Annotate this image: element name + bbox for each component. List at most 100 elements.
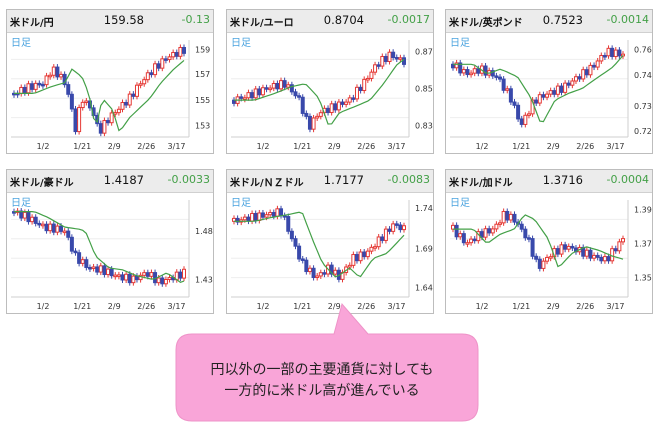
candle-body xyxy=(315,275,320,279)
y-tick-label: 155 xyxy=(195,96,210,105)
pair-name: 米ドル/豪ドル xyxy=(10,178,74,189)
candle-body xyxy=(458,233,463,238)
candle-body xyxy=(537,94,542,104)
x-tick-label: 2/26 xyxy=(357,302,375,311)
candle-body xyxy=(508,88,513,103)
candle-body xyxy=(545,93,550,98)
price-chart: 1.48 1.43 1/2 1/21 2/9 2/26 3/17 xyxy=(11,200,213,311)
candle-body xyxy=(394,223,399,226)
candle-body xyxy=(526,237,531,240)
candle-body xyxy=(239,96,244,99)
candle-body xyxy=(235,217,240,223)
candle-body xyxy=(98,123,103,134)
callout-line-1: 円以外の一部の主要通貨に対しても xyxy=(210,362,434,378)
candle-body xyxy=(602,55,607,58)
candle-body xyxy=(461,233,466,244)
pair-name: 米ドル/ユーロ xyxy=(230,18,294,29)
chart-panel-usdjpy[interactable]: 米ドル/円 159.58 -0.13 日足 159 157 155 153 1/2 1/2… xyxy=(6,9,214,154)
candle-body xyxy=(387,51,392,62)
candle-body xyxy=(242,97,247,100)
candle-body xyxy=(523,228,528,239)
chart-panel-usdaud[interactable]: 米ドル/豪ドル 1.4187 -0.0033 日足 1.48 1.43 1/2 1/2… xyxy=(6,169,214,314)
panel-header: 米ドル/豪ドル 1.4187 -0.0033 xyxy=(7,170,213,193)
candle-body xyxy=(250,92,255,99)
x-tick-label: 1/21 xyxy=(73,142,91,151)
candle-body xyxy=(351,254,356,266)
candle-body xyxy=(548,90,553,95)
candle-body xyxy=(149,72,154,76)
candle-body xyxy=(315,115,320,119)
candle-body xyxy=(163,278,168,285)
candle-body xyxy=(595,60,600,68)
candle-body xyxy=(163,58,168,61)
candle-body xyxy=(116,108,121,114)
y-tick-label: 1.64 xyxy=(415,283,433,292)
pair-price: 159.58 xyxy=(103,13,144,27)
candle-body xyxy=(617,241,622,252)
y-tick-label: 0.73 xyxy=(634,102,652,111)
candle-body xyxy=(271,212,276,217)
candle-body xyxy=(329,264,334,275)
x-tick-label: 2/26 xyxy=(576,302,594,311)
candle-body xyxy=(26,211,31,223)
chart-panel-usdnzd[interactable]: 米ドル/ＮＺドル 1.7177 -0.0083 日足 1.74 1.69 1.64 1… xyxy=(226,169,434,314)
timeframe-label: 日足 xyxy=(450,198,470,209)
candle-body xyxy=(307,115,312,130)
candle-body xyxy=(131,93,136,97)
timeframe-label: 日足 xyxy=(231,198,251,209)
chart-panel-usdeur[interactable]: 米ドル/ユーロ 0.8704 -0.0017 日足 0.87 0.85 0.83 1/… xyxy=(226,9,434,154)
candle-body xyxy=(260,87,265,96)
candle-body xyxy=(59,73,64,78)
pair-name: 米ドル/英ポンド xyxy=(449,18,523,29)
candle-body xyxy=(391,223,396,232)
candle-body xyxy=(548,256,553,259)
candle-body xyxy=(599,55,604,62)
candle-body xyxy=(80,259,85,264)
x-tick-label: 3/17 xyxy=(388,302,406,311)
candle-body xyxy=(617,49,622,57)
candle-body xyxy=(138,83,143,86)
candle-body xyxy=(398,224,403,231)
moving-average-line xyxy=(234,211,405,278)
candle-body xyxy=(505,88,510,91)
y-tick-label: 1.35 xyxy=(634,274,652,283)
chart-panel-usdgbp[interactable]: 米ドル/英ポンド 0.7523 -0.0014 日足 0.76 0.74 0.73 0… xyxy=(445,9,653,154)
y-tick-label: 1.74 xyxy=(415,204,433,213)
candle-body xyxy=(318,112,323,117)
candle-body xyxy=(127,273,132,284)
x-tick-label: 2/9 xyxy=(547,142,560,151)
candle-body xyxy=(87,266,92,270)
candle-body xyxy=(383,56,388,62)
candle-body xyxy=(300,258,305,261)
candle-body xyxy=(483,228,488,238)
pair-change: -0.0033 xyxy=(167,173,210,186)
chart-panel-usdcad[interactable]: 米ドル/加ドル 1.3716 -0.0004 日足 1.39 1.37 1.35 1/… xyxy=(445,169,653,314)
candle-body xyxy=(106,120,111,124)
y-tick-label: 1.37 xyxy=(634,240,652,249)
candle-body xyxy=(387,228,392,232)
candle-body xyxy=(559,85,564,93)
panel-header: 米ドル/ＮＺドル 1.7177 -0.0083 xyxy=(227,170,433,193)
candle-body xyxy=(479,231,484,238)
candle-body xyxy=(98,265,103,273)
pair-change: -0.0014 xyxy=(606,13,649,26)
candle-body xyxy=(573,76,578,82)
x-tick-label: 2/26 xyxy=(137,302,155,311)
candle-body xyxy=(570,80,575,86)
candle-body xyxy=(127,93,132,106)
candle-body xyxy=(149,272,154,277)
candle-body xyxy=(501,78,506,91)
candle-body xyxy=(588,64,593,76)
y-tick-label: 1.43 xyxy=(195,276,213,285)
y-tick-label: 0.76 xyxy=(634,46,652,55)
candle-body xyxy=(48,74,53,78)
candle-body xyxy=(588,249,593,259)
candle-body xyxy=(566,82,571,86)
pair-change: -0.13 xyxy=(181,13,210,26)
moving-average-line xyxy=(453,214,624,268)
price-chart: 1.74 1.69 1.64 1/2 1/21 2/9 2/26 3/17 xyxy=(231,200,433,311)
candle-body xyxy=(469,238,474,244)
x-tick-label: 3/17 xyxy=(168,142,186,151)
candle-body xyxy=(358,251,363,262)
candle-body xyxy=(354,86,359,100)
